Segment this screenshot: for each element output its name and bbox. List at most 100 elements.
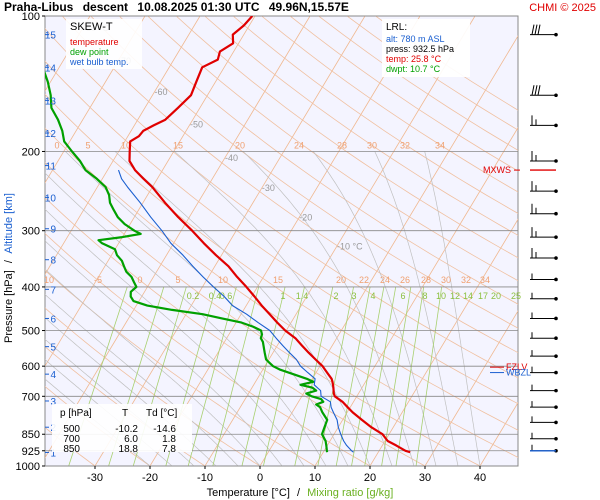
wind-barb-dot	[554, 277, 558, 282]
theta-label-mid: -5	[94, 275, 102, 285]
isotherm-line	[369, 218, 518, 466]
wind-barb-feather	[534, 24, 538, 35]
theta-label-top: 32	[400, 140, 410, 150]
mixing-ratio-label: 20	[491, 291, 501, 301]
pressure-tick-label: 500	[22, 326, 40, 338]
theta-label-mid: 10	[44, 275, 54, 285]
level-table-header-t: T	[122, 408, 128, 419]
mixing-ratio-label: 0.6	[220, 291, 233, 301]
wind-barb-feather	[534, 85, 538, 96]
isotherm-line	[314, 126, 518, 466]
mixing-ratio-line	[294, 286, 334, 466]
table-row-700-td: 1.8	[162, 434, 176, 445]
wind-barb	[530, 292, 558, 301]
altitude-tick-label: 8	[50, 256, 56, 267]
wind-barb-dot	[554, 354, 558, 358]
mixing-ratio-label: 17	[478, 291, 488, 301]
wind-barb	[530, 332, 558, 341]
theta-label-top: 30	[367, 140, 377, 150]
isotherm-label: -60	[154, 87, 167, 97]
legend-title: SKEW-T	[70, 21, 113, 33]
wind-barb-dot	[554, 388, 558, 393]
theta-label-top: 0	[54, 140, 59, 150]
isotherm-label: -30	[262, 183, 275, 193]
mixing-ratio-line	[187, 286, 237, 466]
pressure-tick-label: 200	[22, 146, 40, 158]
isotherm-label: -40	[225, 153, 238, 163]
isotherm-line	[45, 16, 201, 276]
isotherm-label: -50	[190, 120, 203, 130]
lrl-temp: temp: 25.8 °C	[386, 54, 442, 64]
pressure-tick-label: 100	[22, 11, 40, 23]
mixing-ratio-label: 10	[436, 291, 446, 301]
isotherm-line	[424, 310, 518, 466]
axes: 1002003004005006007008509251000123456789…	[16, 11, 520, 484]
pressure-tick-label: 400	[22, 282, 40, 294]
theta-label-mid: 28	[421, 275, 431, 285]
wind-barb	[530, 432, 558, 441]
table-row-850-td: 7.8	[162, 444, 176, 455]
series-line-dew-point	[45, 70, 329, 453]
mixing-ratio-line	[241, 286, 286, 466]
wind-barb	[530, 248, 558, 260]
temperature-tick-label: -20	[142, 472, 158, 484]
theta-label-top: 20	[235, 140, 245, 150]
pressure-tick-label: 850	[22, 429, 40, 441]
wind-barb	[530, 350, 558, 358]
y-axis-title: Pressure [hPa] / Altitude [km]	[3, 193, 15, 343]
theta-label-mid: 15	[273, 275, 283, 285]
wind-barb-dot	[554, 405, 558, 409]
dry-adiabat-line	[175, 16, 518, 259]
theta-label-mid: 30	[441, 275, 451, 285]
altitude-tick-label: 6	[50, 314, 56, 325]
altitude-tick-label: 1	[50, 448, 56, 459]
isotherm-line	[94, 16, 366, 466]
wind-barb	[530, 384, 558, 393]
wind-barb-dot	[554, 436, 558, 441]
theta-label-top: 10	[121, 140, 131, 150]
altitude-tick-label: 3	[50, 397, 56, 408]
temperature-tick-label: -30	[87, 472, 103, 484]
mixing-ratio-label: 8	[422, 291, 427, 301]
wind-barb	[530, 401, 558, 409]
wind-barb	[530, 203, 558, 216]
wind-barb-dot	[554, 235, 558, 239]
profiles	[45, 16, 411, 454]
altitude-tick-label: 9	[50, 225, 56, 236]
wind-barb-dot	[554, 370, 558, 375]
wind-barb-dot	[554, 189, 558, 193]
wind-barb	[530, 24, 558, 37]
mixing-ratio-label: 25	[511, 291, 521, 301]
wind-barb	[530, 366, 558, 375]
mixing-ratio-label: 6	[400, 291, 405, 301]
wind-barb	[530, 150, 558, 163]
mixing-ratio-label: 1.4	[296, 291, 309, 301]
mixing-ratio-line	[351, 286, 385, 466]
mixing-ratio-line	[395, 286, 425, 466]
isotherm-line	[45, 16, 146, 184]
theta-label-top: 15	[173, 140, 183, 150]
dry-adiabat-line	[204, 16, 518, 236]
mixing-ratio-label: 0.2	[187, 291, 200, 301]
wind-barbs-column	[530, 24, 558, 453]
legend-dewpoint: dew point	[70, 47, 109, 57]
dry-adiabat-line	[118, 16, 518, 305]
wind-barb	[530, 416, 558, 425]
lrl-info-box: LRL: alt: 780 m ASL press: 932.5 hPa tem…	[382, 19, 470, 77]
legend: SKEW-T temperature dew point wet bulb te…	[66, 19, 142, 69]
fzlv-marker-label: FZLV	[506, 362, 527, 372]
wind-barb-dot	[554, 211, 558, 216]
x-axis-title: Temperature [°C] / Mixing ratio [g/kg]	[207, 487, 394, 499]
altitude-tick-label: 12	[45, 129, 57, 140]
theta-label-mid: 10	[218, 275, 228, 285]
altitude-tick-label: 7	[50, 285, 56, 296]
wind-barb-feather	[531, 85, 535, 96]
isotherm-line	[204, 16, 476, 466]
theta-label-top: 5	[85, 140, 90, 150]
lrl-press: press: 932.5 hPa	[386, 44, 454, 54]
table-row-850-t: 18.8	[119, 444, 139, 455]
dry-adiabat-line	[45, 60, 518, 405]
table-row-500-p: 500	[63, 424, 80, 435]
table-row-500-td: -14.6	[153, 424, 176, 435]
copyright-label: CHMI © 2025	[529, 2, 596, 14]
